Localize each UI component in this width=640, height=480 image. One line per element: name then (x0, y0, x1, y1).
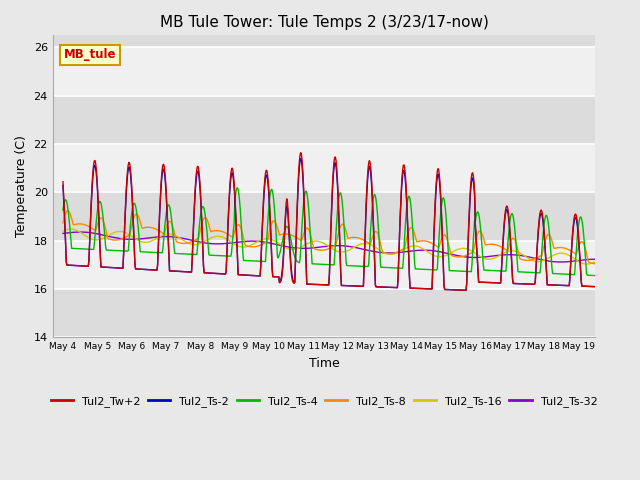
Bar (52, 240, 595, 289)
Bar (52, 192, 595, 240)
Bar (52, 48, 595, 96)
Text: MB_tule: MB_tule (63, 48, 116, 61)
X-axis label: Time: Time (308, 357, 339, 370)
Bar (52, 0, 595, 48)
Bar (52, 96, 595, 144)
Title: MB Tule Tower: Tule Temps 2 (3/23/17-now): MB Tule Tower: Tule Temps 2 (3/23/17-now… (159, 15, 488, 30)
Bar (52, 289, 595, 337)
Legend: Tul2_Tw+2, Tul2_Ts-2, Tul2_Ts-4, Tul2_Ts-8, Tul2_Ts-16, Tul2_Ts-32: Tul2_Tw+2, Tul2_Ts-2, Tul2_Ts-4, Tul2_Ts… (46, 391, 602, 411)
Y-axis label: Temperature (C): Temperature (C) (15, 135, 28, 237)
Bar (52, 144, 595, 192)
